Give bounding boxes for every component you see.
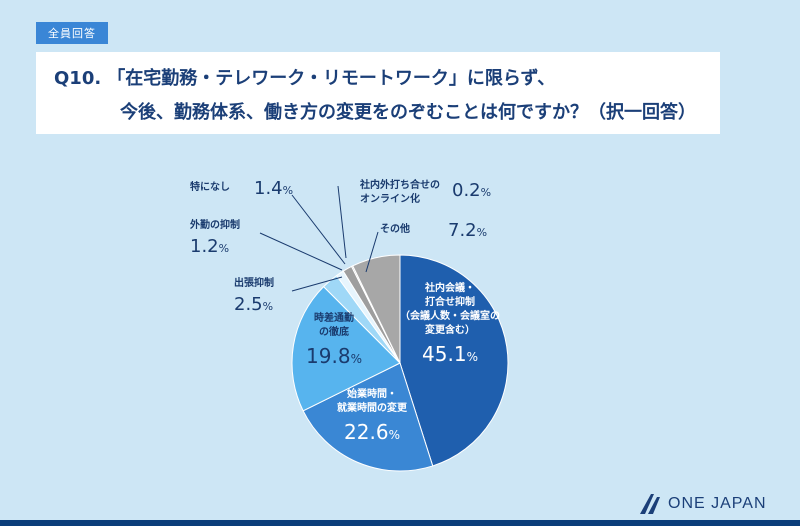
logo-mark-icon	[640, 494, 660, 514]
slice-value-5: 1.4%	[254, 178, 293, 199]
slice-label-0: （会議人数・会議室の	[400, 309, 500, 322]
slice-label-2: 時差通勤	[314, 311, 354, 324]
pie-slice-0	[399, 254, 509, 467]
question-number: Q10.	[54, 68, 102, 89]
logo-text: ONE JAPAN	[668, 495, 767, 512]
slice-label-7: その他	[380, 222, 410, 235]
bottom-bar	[0, 520, 800, 526]
slice-value-6: 0.2%	[452, 180, 491, 201]
question-line-2: 今後、勤務体系、働き方の変更をのぞむことは何ですか？（択一回答）	[120, 102, 696, 123]
slice-label-0: 社内会議・	[424, 281, 475, 294]
slice-label-2: の徹底	[319, 325, 349, 338]
one-japan-logo: ONE JAPAN	[640, 494, 767, 514]
slice-label-1: 就業時間の変更	[337, 401, 408, 414]
slice-label-6: 社内外打ち合せの	[359, 178, 440, 191]
leader-line-7	[365, 231, 379, 273]
slice-label-0: 変更含む）	[425, 323, 475, 336]
slice-value-4: 1.2%	[190, 236, 229, 257]
slice-label-1: 始業時間・	[347, 387, 397, 400]
question-box: Q10. 「在宅勤務・テレワーク・リモートワーク」に限らず、 今後、勤務体系、働き…	[36, 52, 720, 134]
leader-line-4	[259, 232, 343, 271]
slice-label-5: 特になし	[190, 180, 230, 193]
slice-label-3: 出張抑制	[234, 276, 274, 289]
slice-value-1: 22.6%	[344, 420, 400, 444]
slice-label-0: 打合せ抑制	[425, 295, 475, 308]
respondent-tag: 全員回答	[36, 22, 108, 44]
slice-label-6: オンライン化	[360, 192, 420, 205]
pie-slice-1	[302, 362, 434, 472]
slice-value-3: 2.5%	[234, 294, 273, 315]
leader-line-5	[291, 194, 346, 265]
question-line-1: Q10. 「在宅勤務・テレワーク・リモートワーク」に限らず、	[54, 64, 555, 90]
slice-label-4: 外勤の抑制	[189, 218, 240, 231]
question-text-1: 「在宅勤務・テレワーク・リモートワーク」に限らず、	[107, 68, 556, 89]
pie-slice-2	[291, 285, 401, 412]
leader-line-3	[291, 276, 343, 292]
pie-slice-7	[352, 254, 401, 364]
leader-line-6	[337, 185, 347, 259]
slice-value-7: 7.2%	[448, 220, 487, 241]
